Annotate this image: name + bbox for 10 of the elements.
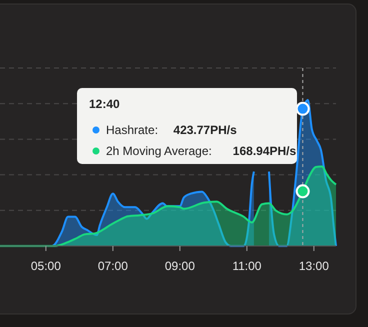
x-tick-label: 13:00 [298,259,330,273]
annotation: 423.77PH/s [173,123,238,137]
annotation: 12:40 [89,97,120,111]
legend-label: Hashrate: [106,123,158,137]
x-tick-label: 11:00 [232,259,262,273]
x-tick-label: 07:00 [98,259,128,273]
legend-label: 2h Moving Average: [106,144,212,158]
x-tick-label: 09:00 [164,259,196,273]
annotation: 168.94PH/s [232,144,297,158]
x-tick-label: 05:00 [30,259,62,273]
